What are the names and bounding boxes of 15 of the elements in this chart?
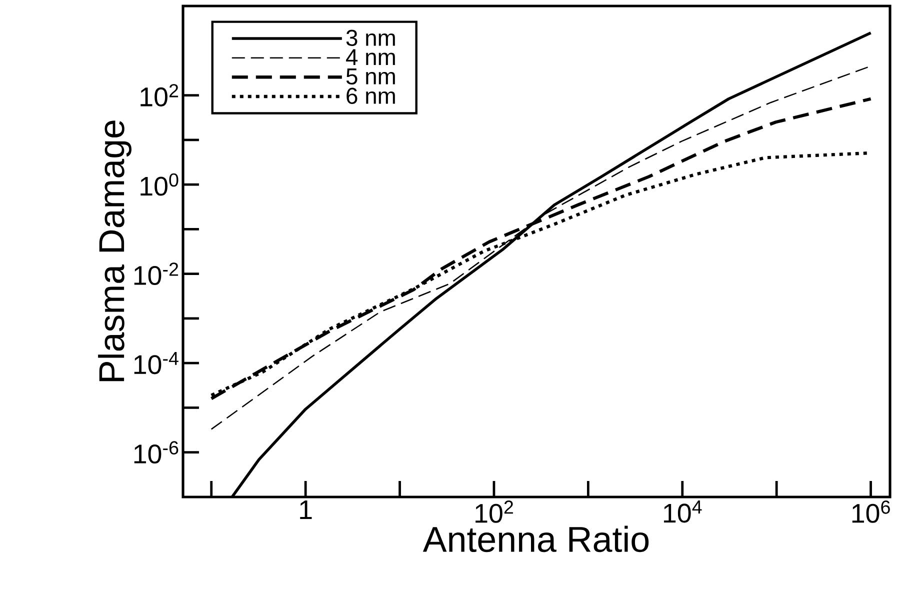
x-axis-title: Antenna Ratio xyxy=(422,526,649,552)
x-tick-label: 1 xyxy=(300,500,312,520)
legend-label: 4 nm xyxy=(346,49,395,66)
legend-label: 6 nm xyxy=(346,88,395,104)
x-tick-label: 10$^{2}$ xyxy=(476,500,513,523)
legend-label: 3 nm xyxy=(346,30,395,46)
y-axis-title: Plasma Damage xyxy=(98,120,132,382)
y-tick-label: 10$^{2}$ xyxy=(140,84,178,106)
y-tick-label: 10$^{-2}$ xyxy=(134,262,178,286)
y-tick-label: 10$^{-6}$ xyxy=(134,441,178,464)
y-tick-label: 10$^{-4}$ xyxy=(134,352,178,374)
x-tick-label: 10$^{6}$ xyxy=(852,500,890,523)
y-tick-label: 10$^{0}$ xyxy=(140,173,178,196)
x-tick-label: 10$^{4}$ xyxy=(664,500,702,523)
legend-label: 5 nm xyxy=(346,68,395,85)
